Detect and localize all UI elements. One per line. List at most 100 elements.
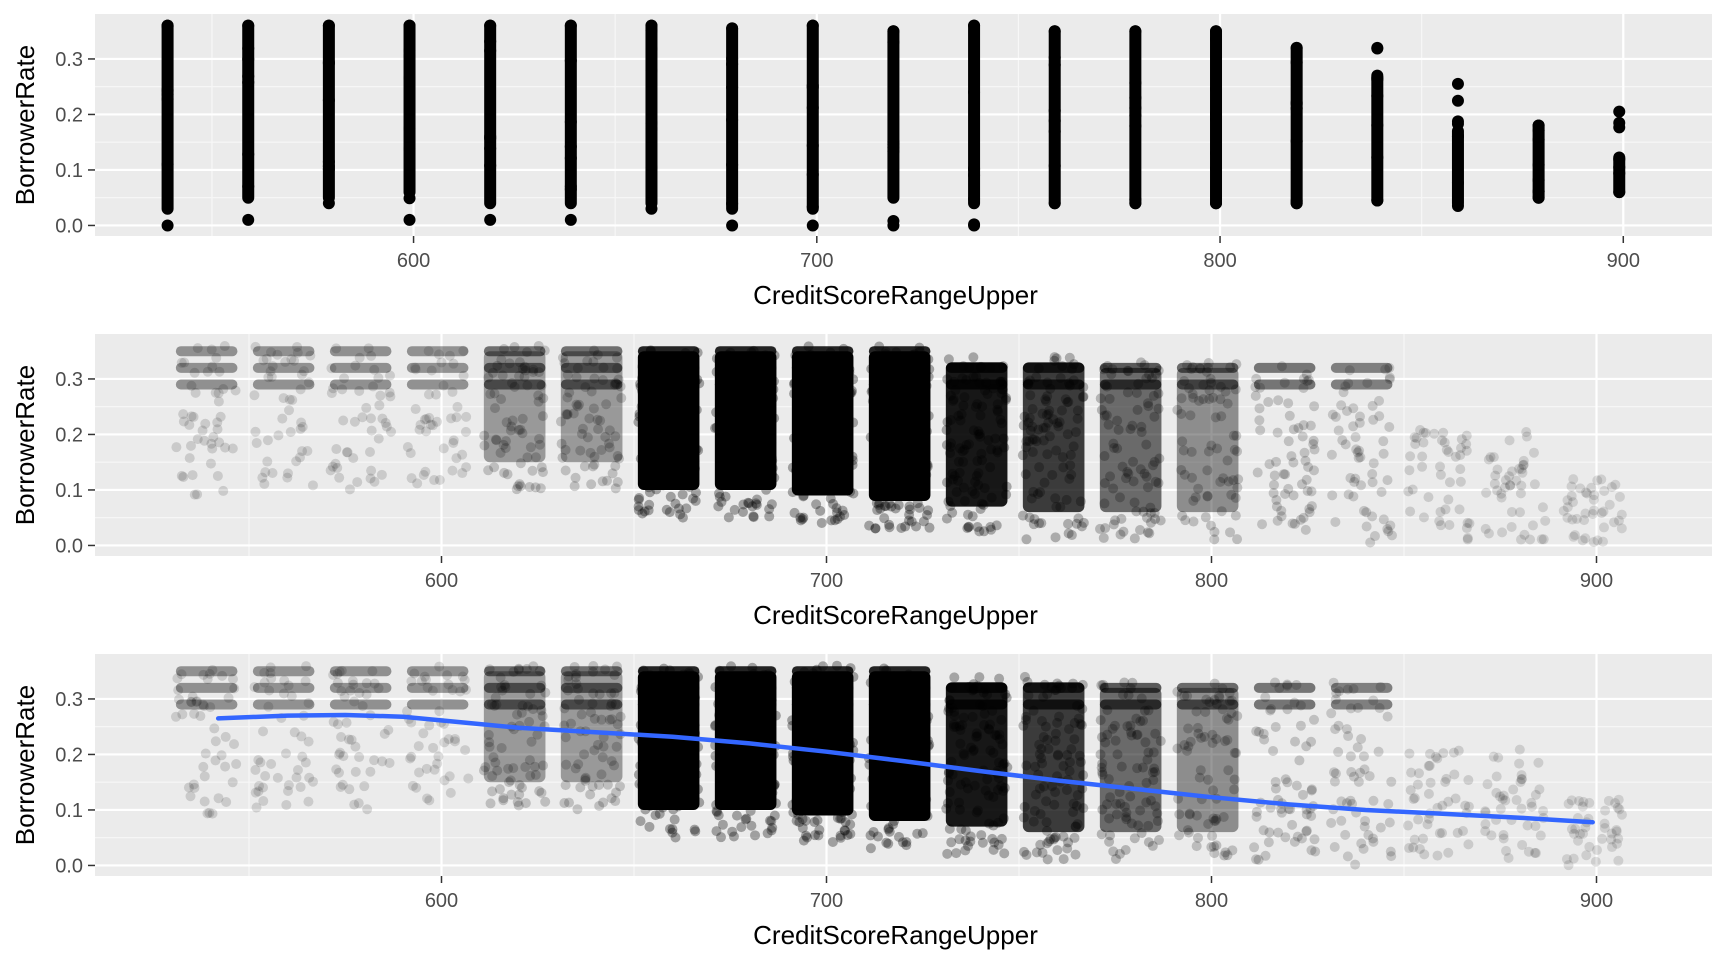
data-point (286, 354, 297, 365)
data-point (733, 708, 744, 719)
data-point (653, 770, 664, 781)
data-point (789, 507, 800, 518)
data-point (1599, 822, 1610, 833)
data-point (568, 408, 579, 419)
data-point (983, 435, 994, 446)
data-point (1021, 849, 1032, 860)
data-point (438, 443, 449, 454)
data-point (1206, 520, 1217, 531)
data-point (292, 347, 303, 358)
data-point (1296, 479, 1307, 490)
data-point (992, 399, 1003, 410)
data-point (1222, 455, 1233, 466)
data-point (922, 459, 933, 470)
data-point (968, 218, 981, 231)
data-point (912, 828, 923, 839)
data-point (1229, 774, 1240, 785)
data-point (749, 371, 760, 382)
data-point (1038, 732, 1049, 743)
data-point (1456, 434, 1467, 445)
data-point (1384, 362, 1395, 373)
data-point (1580, 822, 1591, 833)
data-point (1326, 708, 1337, 719)
data-point (1330, 516, 1341, 527)
data-point (589, 459, 600, 470)
data-point (726, 113, 739, 126)
data-point (1223, 765, 1234, 776)
data-point (1183, 827, 1194, 838)
data-point (498, 439, 509, 450)
data-point (815, 455, 826, 466)
data-point (765, 425, 776, 436)
data-point (1288, 424, 1299, 435)
data-point (1518, 460, 1529, 471)
data-point (416, 676, 427, 687)
data-point (559, 798, 570, 809)
data-point (1204, 394, 1215, 405)
data-point (1611, 824, 1622, 835)
data-point (720, 773, 731, 784)
data-point (812, 815, 823, 826)
data-point (295, 423, 306, 434)
data-point (979, 719, 990, 730)
data-point (586, 479, 597, 490)
data-point (749, 723, 760, 734)
data-point (999, 442, 1010, 453)
data-point (1131, 713, 1142, 724)
data-point (1037, 408, 1048, 419)
data-point (434, 661, 445, 672)
data-point (230, 385, 241, 396)
data-point (881, 471, 892, 482)
data-point (1283, 436, 1294, 447)
data-point (897, 798, 908, 809)
data-point (651, 786, 662, 797)
data-point (1460, 800, 1471, 811)
data-point (1070, 821, 1081, 832)
data-point (1480, 523, 1491, 534)
data-point (831, 507, 842, 518)
data-point (869, 772, 880, 783)
data-point (384, 757, 395, 768)
data-point (876, 792, 887, 803)
data-point (948, 394, 959, 405)
data-point (607, 468, 618, 479)
data-point (653, 790, 664, 801)
data-point (489, 462, 500, 473)
data-point (369, 476, 380, 487)
data-point (679, 799, 690, 810)
data-point (1034, 462, 1045, 473)
data-point (1209, 815, 1220, 826)
data-point (745, 477, 756, 488)
data-point (1232, 482, 1243, 493)
data-point (220, 731, 231, 742)
data-point (640, 804, 651, 815)
data-point (717, 819, 728, 830)
data-point (301, 661, 312, 672)
data-point (690, 826, 701, 837)
data-point (1074, 750, 1085, 761)
data-point (1451, 115, 1464, 128)
data-point (491, 435, 502, 446)
data-point (349, 696, 360, 707)
data-point (830, 458, 841, 469)
data-point (968, 371, 979, 382)
data-point (1233, 474, 1244, 485)
data-point (960, 777, 971, 788)
data-point (610, 431, 621, 442)
data-point (186, 696, 197, 707)
data-point (1141, 439, 1152, 450)
rate-band (945, 682, 1008, 693)
data-point (1140, 737, 1151, 748)
data-point (643, 393, 654, 404)
data-point (973, 429, 984, 440)
data-point (537, 411, 548, 422)
data-point (922, 811, 933, 822)
data-point (1095, 715, 1106, 726)
data-point (289, 355, 300, 366)
data-point (322, 197, 335, 210)
data-point (841, 713, 852, 724)
data-point (1385, 846, 1396, 857)
data-point (789, 388, 800, 399)
data-point (806, 101, 819, 114)
data-point (361, 678, 372, 689)
